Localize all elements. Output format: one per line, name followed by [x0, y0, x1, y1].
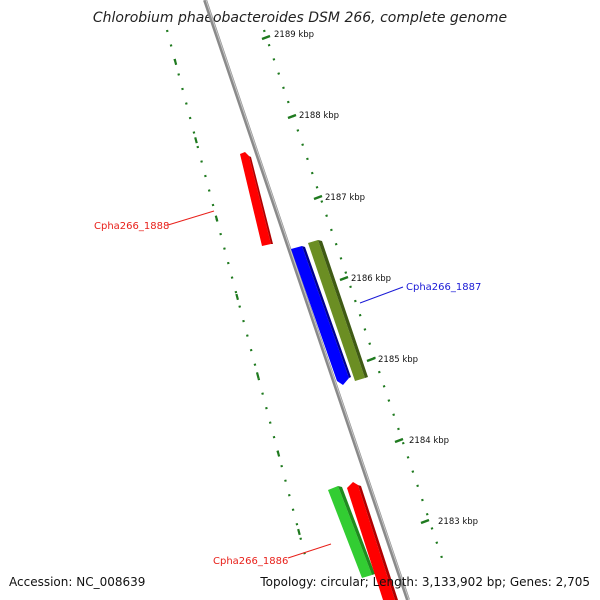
gene-features	[240, 152, 398, 600]
feature-cpha266-1888[interactable]	[240, 152, 271, 246]
tick-label-2188: 2188 kbp	[299, 111, 339, 121]
gene-label-cpha266-1887[interactable]: Cpha266_1887	[406, 282, 481, 293]
tick-label-2186: 2186 kbp	[351, 274, 391, 284]
tick-mark-2186	[339, 275, 349, 282]
feature-red-bottom-shade	[358, 485, 398, 600]
label-connectors	[167, 210, 404, 559]
feature-cpha266-1887-shade	[318, 240, 368, 378]
tick-label-2183: 2183 kbp	[438, 517, 478, 527]
tick-label-2185: 2185 kbp	[378, 355, 418, 365]
genome-backbone	[203, 0, 410, 600]
tick-mark-2184	[394, 437, 404, 444]
tick-mark-2188	[287, 113, 297, 120]
feature-cpha266-1886-shade	[338, 486, 375, 575]
outer-major-ticks	[261, 34, 430, 525]
connector-cpha266-1887	[359, 286, 404, 304]
inner-tick-ring	[165, 29, 307, 556]
tick-mark-2183	[420, 518, 430, 525]
genome-summary-text: Topology: circular; Length: 3,133,902 bp…	[260, 575, 590, 589]
feature-blue[interactable]	[291, 246, 349, 385]
accession-text: Accession: NC_008639	[9, 575, 146, 589]
tick-mark-2189	[261, 34, 271, 41]
feature-cpha266-1886[interactable]	[328, 486, 372, 578]
connector-cpha266-1888	[167, 210, 215, 226]
inner-ring-dots	[165, 29, 307, 556]
tick-label-2189: 2189 kbp	[274, 30, 314, 40]
gene-labels: Cpha266_1888 Cpha266_1887 Cpha266_1886	[94, 221, 481, 567]
feature-red-bottom[interactable]	[347, 482, 395, 600]
feature-blue-shade	[302, 246, 351, 378]
tick-mark-2187	[313, 194, 323, 201]
feature-cpha266-1887[interactable]	[308, 240, 365, 381]
feature-cpha266-1888-shade	[249, 156, 273, 244]
tick-labels: 2189 kbp 2188 kbp 2187 kbp 2186 kbp 2185…	[274, 30, 478, 527]
gene-label-cpha266-1886[interactable]: Cpha266_1886	[213, 556, 288, 567]
genome-backbone-highlight	[205, 0, 410, 600]
tick-label-2187: 2187 kbp	[325, 193, 365, 203]
tick-mark-2185	[366, 356, 376, 363]
connector-cpha266-1886	[287, 543, 332, 559]
tick-label-2184: 2184 kbp	[409, 436, 449, 446]
gene-label-cpha266-1888[interactable]: Cpha266_1888	[94, 221, 169, 232]
map-title: Chlorobium phaeobacteroides DSM 266, com…	[92, 10, 508, 26]
